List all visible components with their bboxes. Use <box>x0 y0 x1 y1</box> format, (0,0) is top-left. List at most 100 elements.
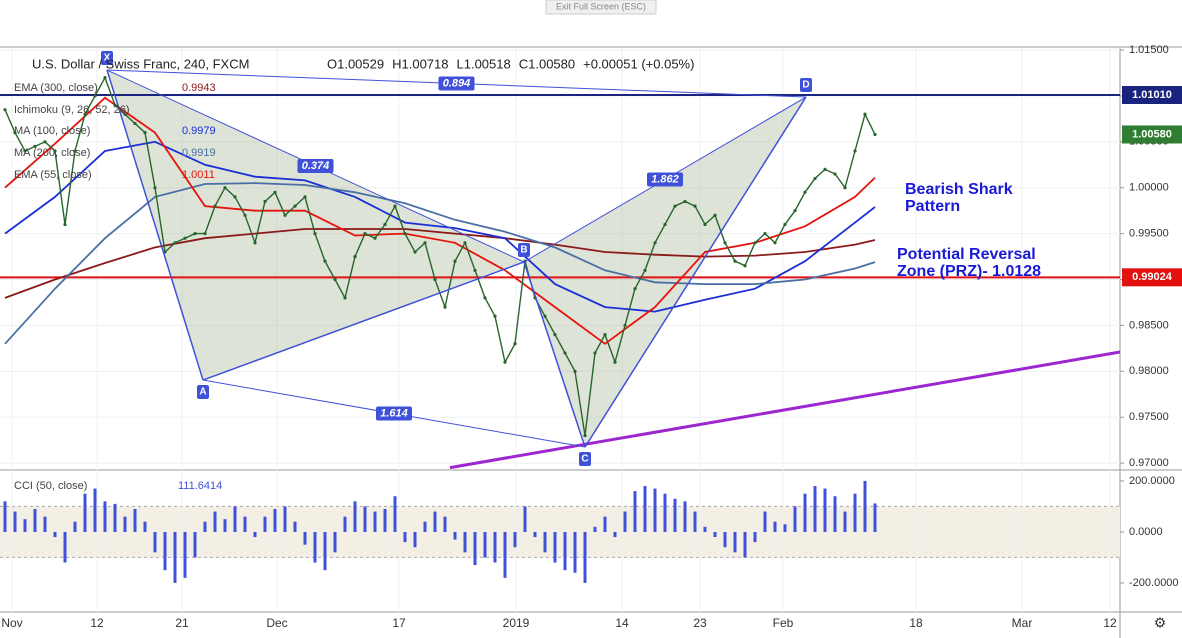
price-tag-label: 1.01010 <box>1132 89 1172 101</box>
price-point <box>803 190 807 194</box>
ratio-box <box>647 172 683 187</box>
y-tick-label: 0.98000 <box>1129 365 1169 377</box>
cci-bar <box>603 516 607 532</box>
cci-bar <box>583 531 587 583</box>
exit-button[interactable] <box>545 0 657 15</box>
cci-bar <box>513 531 517 548</box>
quote-value: O1.00529 <box>327 56 384 71</box>
cci-bar <box>683 501 687 532</box>
y-tick-label: 1.01500 <box>1129 44 1169 56</box>
price-point <box>353 254 357 259</box>
annotation: Potential Reversal <box>897 246 1036 263</box>
cci-bar <box>183 531 187 578</box>
cci-bar <box>753 531 757 543</box>
price-point <box>723 241 727 245</box>
cci-bar <box>733 531 737 553</box>
price-point <box>713 213 717 217</box>
cci-bar <box>773 521 777 532</box>
price-point <box>483 296 487 300</box>
price-point <box>223 186 227 190</box>
cci-bar <box>303 531 307 545</box>
pattern-line <box>584 96 807 448</box>
price-point <box>453 259 457 263</box>
cci-bar <box>473 531 477 566</box>
cci-bar <box>13 511 17 532</box>
cci-tick-label: 200.0000 <box>1129 475 1175 487</box>
price-point <box>853 149 857 153</box>
quote-value: L1.00518 <box>457 56 511 71</box>
cci-bar <box>853 493 857 532</box>
price-point <box>103 75 107 80</box>
price-point <box>773 241 777 245</box>
price-point <box>13 131 17 135</box>
annotation: Pattern <box>905 198 960 215</box>
cci-bar <box>403 531 407 543</box>
cci-bar <box>113 503 117 532</box>
cci-bar <box>283 506 287 532</box>
y-tick-label: 0.97000 <box>1129 457 1169 469</box>
x-tick-label: 17 <box>392 616 406 630</box>
cci-bar <box>323 531 327 571</box>
cci-bar <box>353 501 357 532</box>
cci-bar <box>793 506 797 532</box>
cci-bar <box>63 531 67 563</box>
price-point <box>413 250 417 254</box>
cci-bar <box>253 531 257 538</box>
cci-bar <box>483 531 487 558</box>
ma-line <box>4 182 876 345</box>
price-point <box>333 277 337 282</box>
price-point <box>573 369 577 373</box>
price-tag <box>1122 86 1182 105</box>
x-tick-label: 12 <box>90 616 104 630</box>
cci-bar <box>723 531 727 548</box>
trendline <box>449 350 1121 470</box>
price-point <box>273 190 277 194</box>
cci-bar <box>103 501 107 532</box>
pattern-line <box>523 261 586 448</box>
last-price-label: 1.00580 <box>1132 128 1172 140</box>
price-point <box>283 213 287 217</box>
price-point <box>863 112 867 116</box>
cci-bar <box>293 521 297 532</box>
cci-bar <box>153 531 157 553</box>
price-point <box>213 204 217 208</box>
cci-bar <box>333 531 337 553</box>
cci-bar <box>273 508 277 532</box>
cci-bar <box>343 516 347 532</box>
price-point <box>553 332 557 337</box>
cci-bar <box>633 491 637 532</box>
quote-value: +0.00051 (+0.05%) <box>583 56 694 71</box>
cci-bar <box>673 498 677 532</box>
cci-bar <box>503 531 507 578</box>
exit-text: Exit Full Screen (ESC) <box>556 1 646 11</box>
cci-bar <box>803 493 807 532</box>
point-box <box>518 242 530 257</box>
price-point <box>373 236 377 240</box>
price-point <box>663 222 667 227</box>
cci-bar <box>33 508 37 532</box>
price-point <box>623 323 627 328</box>
settings-icon[interactable]: ⚙ <box>1154 615 1167 631</box>
cci-bar <box>643 486 647 532</box>
cci-bar <box>413 531 417 548</box>
legend-value: 0.9979 <box>182 125 216 137</box>
price-point <box>463 241 467 245</box>
annotation: Zone (PRZ)- 1.0128 <box>897 263 1041 280</box>
main-pane <box>0 48 1121 470</box>
price-point <box>753 241 757 245</box>
price-point <box>613 360 617 364</box>
price-point <box>693 204 697 208</box>
price-point <box>243 213 247 217</box>
quote-value: C1.00580 <box>519 56 575 71</box>
cci-bar <box>313 531 317 563</box>
cci-bar <box>433 511 437 532</box>
cci-bar <box>53 531 57 538</box>
price-point <box>653 241 657 245</box>
price-point <box>473 268 477 272</box>
price-point <box>793 209 797 213</box>
point-label: D <box>802 80 809 91</box>
legend-name: MA (200, close) <box>14 147 90 159</box>
cci-bar <box>383 508 387 532</box>
ma-line <box>4 140 876 313</box>
price-point <box>153 186 157 190</box>
